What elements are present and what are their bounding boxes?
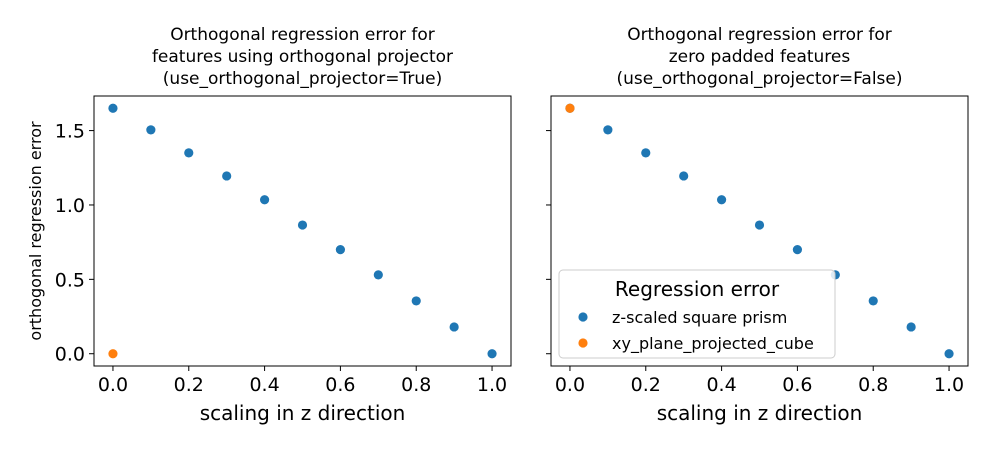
data-point-s1 [792,244,803,255]
data-point-s1 [716,195,727,205]
data-point-s2 [565,103,575,113]
y-tick-label: 0.5 [55,269,85,291]
chart-title-line: (use_orthogonal_projector=False) [616,69,902,89]
y-tick-label: 1.5 [55,121,85,143]
data-point-s1 [906,322,916,332]
x-tick-label: 0.4 [249,374,279,396]
data-point-s1 [603,125,613,135]
legend-entry-label: z-scaled square prism [612,308,787,327]
data-point-s1 [146,125,156,135]
chart-title-line: Orthogonal regression error for [170,25,435,45]
data-point-s1 [222,171,232,181]
data-point-s1 [679,171,689,181]
legend-entry-label: xy_plane_projected_cube [612,334,814,354]
y-tick-label: 1.0 [55,195,85,217]
data-point-s2 [108,349,118,359]
data-point-s1 [108,103,118,113]
y-tick-label: 0.0 [55,344,85,366]
data-point-s1 [184,148,194,158]
x-axis-label: scaling in z direction [657,401,863,425]
data-point-s1 [373,270,383,280]
data-point-s1 [754,220,765,230]
legend-marker [578,338,588,348]
data-point-s1 [449,322,459,332]
x-tick-label: 0.6 [782,374,812,396]
plot-frame [93,95,512,367]
data-point-s1 [868,296,878,306]
data-point-s1 [944,349,954,359]
legend-title: Regression error [615,277,780,301]
chart-title-line: zero padded features [669,47,851,67]
y-axis-label: orthogonal regression error [26,121,45,341]
data-point-s1 [335,244,346,255]
data-point-s1 [259,195,270,205]
legend-frame [558,269,836,359]
data-point-s1 [641,148,651,158]
x-tick-label: 0.0 [555,374,585,396]
x-tick-label: 0.0 [98,374,128,396]
chart-title-line: (use_orthogonal_projector=True) [163,69,442,89]
chart-title-line: features using orthogonal projector [152,47,453,67]
x-tick-label: 0.8 [401,374,431,396]
x-axis-label: scaling in z direction [200,401,406,425]
data-point-s1 [297,220,308,230]
x-tick-label: 0.8 [858,374,888,396]
legend: Regression error z-scaled square prism xy_… [558,269,836,359]
legend-marker [578,312,588,322]
chart-title-line: Orthogonal regression error for [627,25,892,45]
chart-1: Orthogonal regression error forfeatures … [26,25,512,425]
x-tick-label: 0.4 [706,374,736,396]
x-tick-label: 1.0 [477,374,507,396]
x-tick-label: 0.6 [325,374,355,396]
data-point-s1 [411,296,421,306]
x-tick-label: 0.2 [631,374,661,396]
x-tick-label: 1.0 [934,374,964,396]
data-point-s1 [487,349,497,359]
x-tick-label: 0.2 [174,374,204,396]
plot-frame [550,95,969,367]
